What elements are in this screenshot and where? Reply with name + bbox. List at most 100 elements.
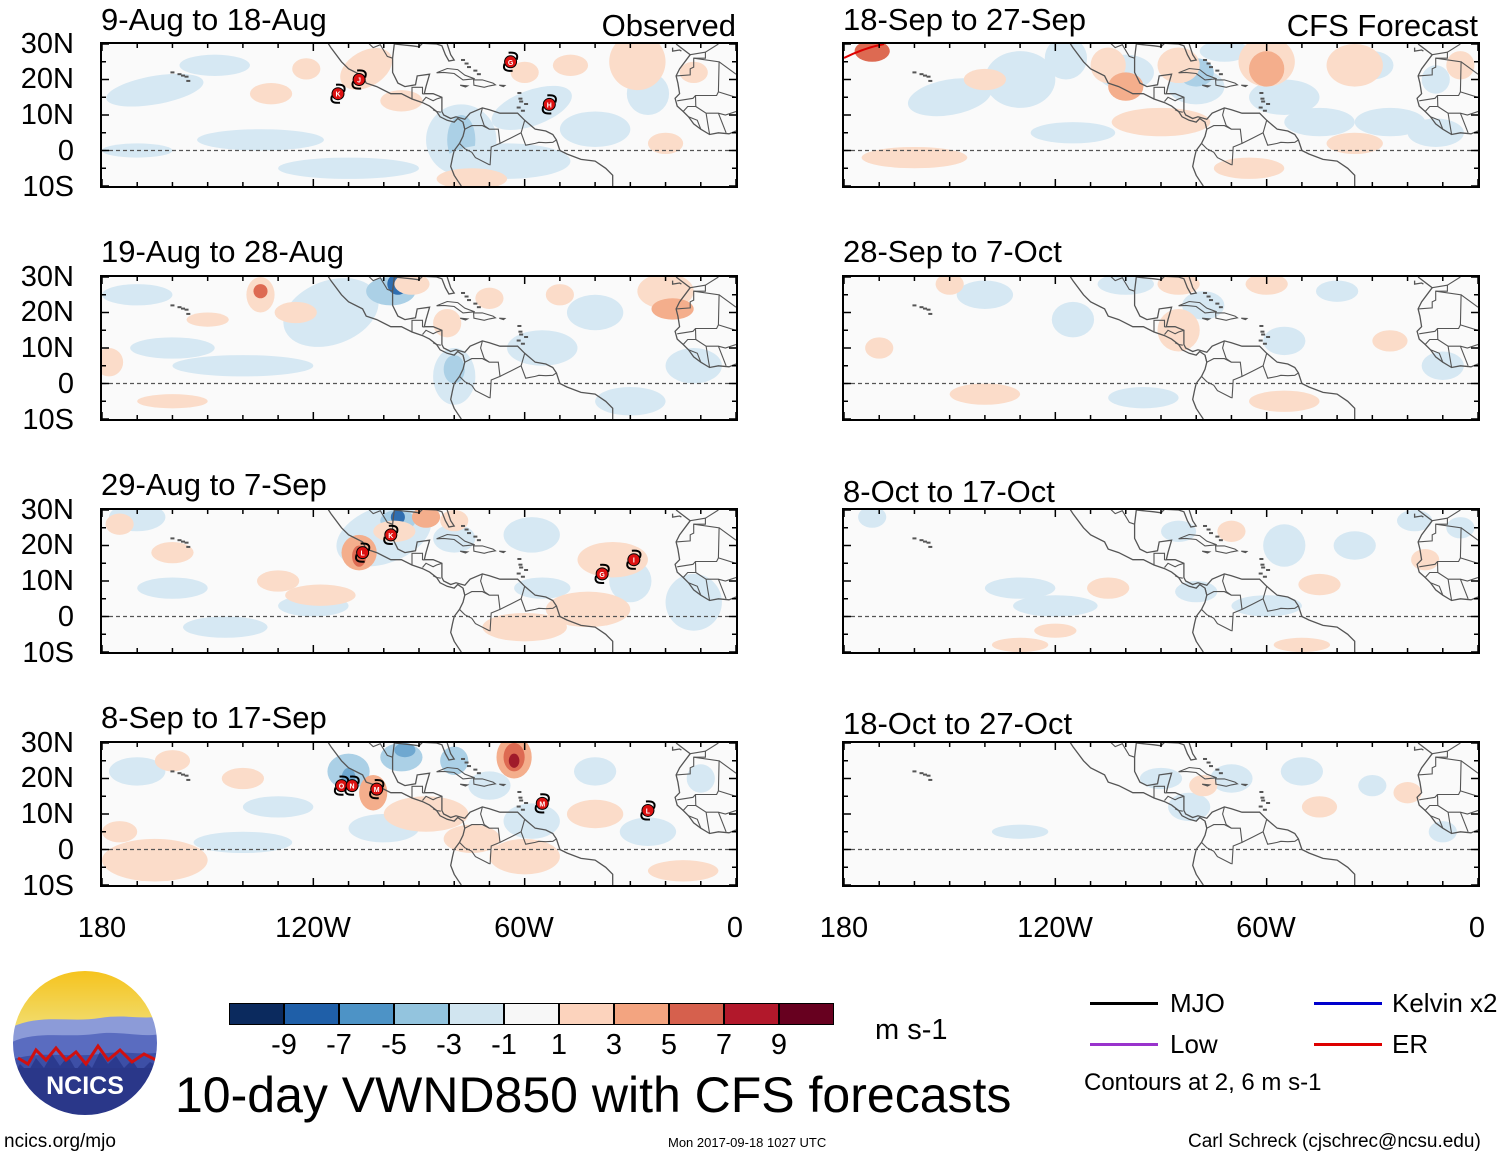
- country-border: [1262, 586, 1299, 612]
- country-border: [1204, 820, 1243, 865]
- island-dot: [517, 557, 522, 560]
- island-dot: [1203, 757, 1208, 760]
- country-border: [1222, 573, 1232, 596]
- island-dot: [1259, 91, 1264, 94]
- island-dot: [517, 324, 522, 327]
- country-border: [682, 561, 697, 578]
- island-outline: [460, 84, 470, 88]
- country-border: [1164, 562, 1185, 568]
- anomaly-region: [197, 129, 324, 151]
- island-dot: [524, 568, 529, 571]
- lon-label-left-180: 180: [77, 912, 127, 944]
- svg-text:O: O: [339, 784, 345, 791]
- contours-note: Contours at 2, 6 m s-1: [1084, 1069, 1322, 1096]
- country-border: [705, 579, 711, 601]
- island-outline: [1202, 317, 1212, 321]
- country-border: [1437, 106, 1478, 116]
- island-dot: [923, 540, 928, 543]
- island-dot: [467, 532, 472, 535]
- country-border: [1419, 523, 1462, 568]
- colorbar-tick-label: 9: [770, 1029, 788, 1061]
- anomaly-region: [1189, 774, 1218, 797]
- forecast-label: CFS Forecast: [1286, 8, 1478, 43]
- island-dot: [919, 539, 924, 542]
- country-border: [688, 582, 702, 596]
- svg-text:H: H: [547, 102, 552, 109]
- anomaly-region: [394, 277, 430, 295]
- country-border: [1262, 120, 1299, 146]
- anomaly-region: [1326, 44, 1383, 87]
- island-dot: [1261, 100, 1266, 103]
- anomaly-region: [285, 584, 356, 606]
- anomaly-region: [984, 577, 1056, 599]
- colorbar-swatch: [284, 1003, 339, 1025]
- anomaly-region: [436, 168, 508, 186]
- coastline: [391, 510, 614, 652]
- island-dot: [464, 528, 469, 531]
- island-dot: [1209, 66, 1214, 69]
- coastline: [1133, 510, 1356, 652]
- country-border: [1430, 349, 1444, 363]
- tropical-cyclone-icon: M: [369, 779, 385, 800]
- island-dot: [184, 308, 189, 311]
- island-dot: [467, 299, 472, 302]
- anomaly-region: [102, 284, 173, 306]
- anomaly-region: [1280, 757, 1324, 786]
- tropical-cyclone-icon: K: [383, 524, 399, 545]
- map-panel-8: [842, 741, 1480, 887]
- lat-label-p4-1: 20N: [20, 762, 74, 794]
- island-dot: [476, 306, 481, 309]
- anomaly-region: [109, 757, 166, 786]
- island-dot: [519, 333, 524, 336]
- island-dot: [926, 308, 931, 311]
- island-dot: [517, 790, 522, 793]
- island-outline: [1215, 778, 1239, 787]
- map-panel-3: L K G I: [100, 508, 738, 654]
- colorbar-tick-label: 7: [715, 1029, 733, 1061]
- island-dot: [520, 808, 525, 811]
- island-dot: [517, 91, 522, 94]
- island-dot: [1203, 58, 1208, 61]
- anomaly-region: [1161, 520, 1197, 542]
- island-outline: [436, 766, 475, 780]
- island-outline: [1241, 783, 1249, 787]
- map-panel-2: [100, 275, 738, 421]
- site-link[interactable]: ncics.org/mjo: [4, 1131, 116, 1152]
- anomaly-region: [137, 577, 208, 599]
- country-border: [717, 811, 727, 833]
- er-contour: [844, 44, 885, 59]
- country-border: [1222, 806, 1232, 829]
- country-border: [695, 805, 736, 815]
- country-border: [520, 120, 557, 146]
- coastline: [391, 44, 614, 186]
- island-dot: [184, 541, 189, 544]
- colorbar-tick-label: 1: [550, 1029, 568, 1061]
- coastline: [1136, 510, 1198, 528]
- country-border: [705, 743, 719, 752]
- country-border: [368, 277, 393, 292]
- island-dot: [1215, 535, 1220, 538]
- country-border: [718, 324, 736, 331]
- country-border: [1447, 113, 1453, 135]
- island-dot: [1258, 106, 1263, 109]
- anomaly-region: [1407, 118, 1464, 147]
- country-border: [1262, 819, 1299, 845]
- colorbar-swatch: [229, 1003, 284, 1025]
- svg-text:N: N: [350, 784, 355, 791]
- anomaly-region: [1034, 623, 1077, 638]
- country-border: [1241, 365, 1264, 377]
- island-dot: [476, 73, 481, 76]
- legend-line-low: [1090, 1043, 1158, 1046]
- coastline: [1416, 277, 1478, 369]
- country-border: [688, 116, 702, 130]
- country-border: [1201, 609, 1232, 632]
- panel-title-1: 9-Aug to 18-Aug: [101, 2, 327, 37]
- country-border: [432, 808, 441, 812]
- map-panel-6: [842, 275, 1480, 421]
- country-border: [422, 562, 443, 568]
- coastline: [1413, 746, 1424, 751]
- legend-line-mjo: [1090, 1002, 1158, 1005]
- anomaly-region: [1087, 577, 1130, 599]
- anomaly-region: [433, 308, 462, 338]
